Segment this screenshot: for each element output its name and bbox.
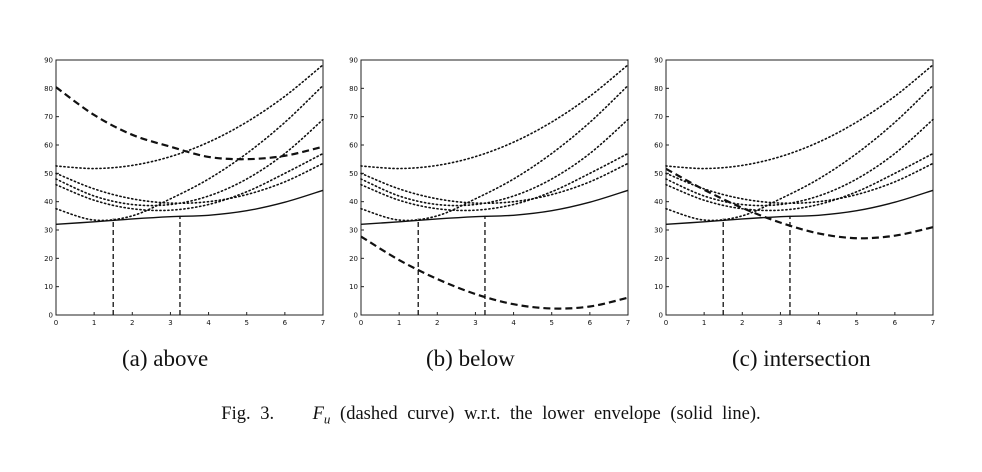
y-tick-label: 10 bbox=[654, 283, 663, 291]
x-tick-label: 7 bbox=[931, 319, 935, 327]
y-tick-label: 20 bbox=[349, 255, 358, 263]
x-tick-label: 7 bbox=[321, 319, 325, 327]
y-tick-label: 20 bbox=[654, 255, 663, 263]
lower-envelope-line bbox=[55, 189, 324, 226]
dotted-curve bbox=[360, 162, 629, 205]
caption-fu-letter: F bbox=[312, 404, 324, 424]
chart-b: 0 10 20 30 40 50 60 70 80 90 0 1 2 3 4 5 6 7 bbox=[349, 57, 630, 328]
dotted-curve bbox=[665, 118, 934, 207]
y-tick-label: 60 bbox=[349, 142, 358, 150]
y-tick-label: 0 bbox=[49, 312, 53, 320]
chart-panel-c: 0 10 20 30 40 50 60 70 80 90 0 1 2 3 4 5 6 7 bbox=[646, 52, 946, 342]
subcaption-a: (a) above bbox=[122, 346, 209, 371]
dotted-curve bbox=[360, 64, 629, 170]
y-tick-label: 50 bbox=[44, 170, 53, 178]
x-tick-label: 2 bbox=[130, 319, 134, 327]
x-tick-label: 3 bbox=[168, 319, 172, 327]
x-tick-label: 6 bbox=[588, 319, 593, 327]
x-tick-label: 4 bbox=[206, 319, 211, 327]
x-tick-label: 2 bbox=[435, 319, 439, 327]
y-tick-label: 70 bbox=[44, 113, 53, 121]
lower-envelope-line bbox=[665, 189, 934, 226]
caption-fu: Fu bbox=[312, 404, 331, 427]
x-tick-label: 6 bbox=[283, 319, 288, 327]
y-tick-label: 30 bbox=[654, 227, 663, 235]
dotted-curve bbox=[55, 84, 324, 222]
lower-envelope-line bbox=[360, 189, 629, 226]
y-tick-label: 20 bbox=[44, 255, 53, 263]
x-tick-label: 6 bbox=[893, 319, 898, 327]
dotted-curve bbox=[665, 152, 934, 212]
x-tick-label: 1 bbox=[397, 319, 401, 327]
dotted-curve bbox=[55, 162, 324, 205]
x-tick-label: 7 bbox=[626, 319, 630, 327]
subcaption-b: (b) below bbox=[426, 346, 515, 371]
x-tick-label: 3 bbox=[778, 319, 782, 327]
fu-dashed-curve bbox=[665, 167, 934, 240]
dotted-curve bbox=[360, 118, 629, 207]
y-tick-label: 50 bbox=[654, 170, 663, 178]
y-tick-label: 10 bbox=[44, 283, 53, 291]
x-tick-label: 1 bbox=[92, 319, 96, 327]
y-tick-label: 80 bbox=[654, 85, 663, 93]
y-tick-label: 40 bbox=[44, 198, 53, 206]
x-tick-label: 0 bbox=[359, 319, 363, 327]
fu-dashed-curve bbox=[55, 86, 324, 161]
x-tick-label: 0 bbox=[54, 319, 58, 327]
x-tick-label: 1 bbox=[702, 319, 706, 327]
y-tick-label: 70 bbox=[654, 113, 663, 121]
y-tick-label: 0 bbox=[354, 312, 358, 320]
figure-caption: Fig. 3. Fu (dashed curve) w.r.t. the low… bbox=[0, 404, 982, 428]
y-tick-label: 50 bbox=[349, 170, 358, 178]
chart-panel-b: 0 10 20 30 40 50 60 70 80 90 0 1 2 3 4 5 6 7 bbox=[341, 52, 641, 342]
x-tick-label: 5 bbox=[244, 319, 248, 327]
y-tick-label: 40 bbox=[349, 198, 358, 206]
x-tick-label: 5 bbox=[549, 319, 553, 327]
dotted-curve bbox=[665, 84, 934, 222]
dotted-curve bbox=[665, 64, 934, 170]
y-tick-label: 0 bbox=[659, 312, 663, 320]
dotted-curve bbox=[55, 118, 324, 207]
chart-a: 0 10 20 30 40 50 60 70 80 90 0 1 2 3 4 5 6 7 bbox=[44, 57, 325, 328]
dotted-curve bbox=[360, 152, 629, 212]
plot-frame bbox=[360, 59, 629, 316]
plot-frame bbox=[665, 59, 934, 316]
y-tick-label: 80 bbox=[44, 85, 53, 93]
y-tick-label: 90 bbox=[654, 57, 663, 65]
y-tick-label: 40 bbox=[654, 198, 663, 206]
dotted-curve bbox=[55, 152, 324, 212]
chart-c: 0 10 20 30 40 50 60 70 80 90 0 1 2 3 4 5 6 7 bbox=[654, 57, 935, 328]
y-tick-label: 70 bbox=[349, 113, 358, 121]
y-tick-label: 30 bbox=[349, 227, 358, 235]
caption-rest: (dashed curve) w.r.t. the lower envelope… bbox=[340, 404, 761, 424]
dotted-curve bbox=[55, 64, 324, 170]
caption-fu-subscript: u bbox=[323, 411, 331, 427]
y-tick-label: 10 bbox=[349, 283, 358, 291]
y-tick-label: 90 bbox=[349, 57, 358, 65]
dotted-curve bbox=[360, 84, 629, 222]
dotted-curve bbox=[665, 162, 934, 205]
chart-panel-a: 0 10 20 30 40 50 60 70 80 90 0 1 2 3 4 5 6 7 bbox=[36, 52, 336, 342]
x-tick-label: 2 bbox=[740, 319, 744, 327]
subcaption-c: (c) intersection bbox=[732, 346, 871, 371]
x-tick-label: 4 bbox=[511, 319, 516, 327]
y-tick-label: 60 bbox=[654, 142, 663, 150]
y-tick-label: 90 bbox=[44, 57, 53, 65]
y-tick-label: 60 bbox=[44, 142, 53, 150]
x-tick-label: 5 bbox=[854, 319, 858, 327]
plot-frame bbox=[55, 59, 324, 316]
x-tick-label: 0 bbox=[664, 319, 668, 327]
y-tick-label: 30 bbox=[44, 227, 53, 235]
fu-dashed-curve bbox=[360, 235, 629, 310]
y-tick-label: 80 bbox=[349, 85, 358, 93]
x-tick-label: 3 bbox=[473, 319, 477, 327]
x-tick-label: 4 bbox=[816, 319, 821, 327]
caption-prefix: Fig. 3. bbox=[221, 404, 275, 424]
